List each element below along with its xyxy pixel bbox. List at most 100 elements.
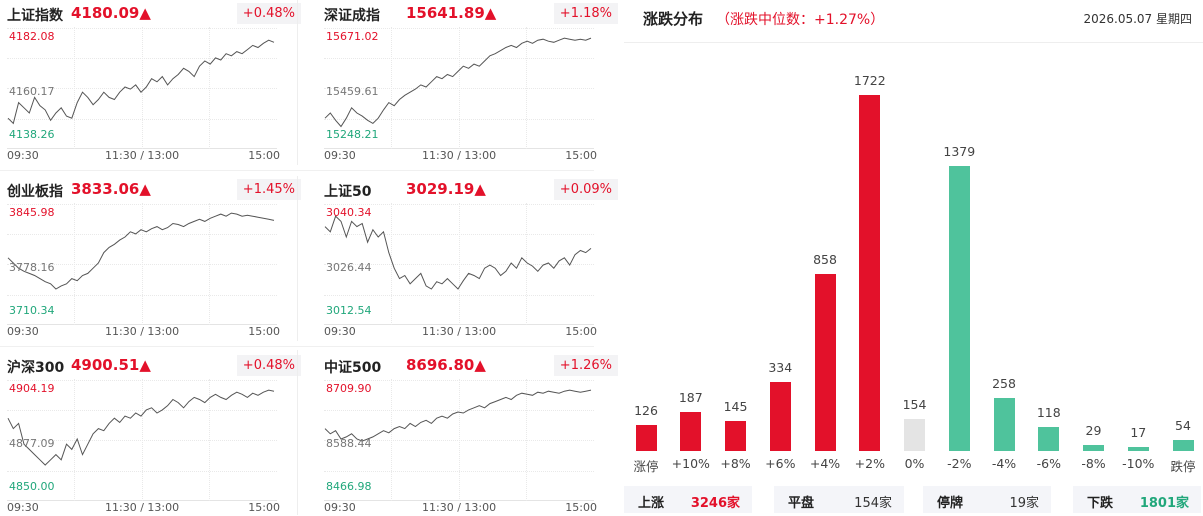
distribution-bar[interactable]: [1127, 447, 1149, 451]
index-price: 15641.89▲: [406, 4, 497, 22]
index-header: 沪深300 4900.51▲ +0.48%: [7, 355, 301, 377]
index-intraday-chart[interactable]: 4182.08 4160.17 4138.26: [7, 27, 277, 149]
bar-category-label: +8%: [720, 456, 751, 471]
axis-low-label: 8466.98: [326, 480, 372, 493]
distribution-bar[interactable]: [1172, 439, 1194, 451]
distribution-bar[interactable]: [859, 95, 881, 451]
index-name[interactable]: 深证成指: [324, 8, 380, 24]
time-axis-label: 11:30 / 13:00: [422, 501, 497, 514]
index-name[interactable]: 上证50: [324, 184, 372, 200]
bar-value-label: 118: [1036, 404, 1061, 420]
index-panel[interactable]: 上证指数 4180.09▲ +0.48% 4182.08 4160.17 4138.26 0…: [7, 0, 301, 170]
distribution-bar[interactable]: [635, 425, 657, 451]
stat-box: 下跌 1801家: [1073, 486, 1201, 513]
index-intraday-chart[interactable]: 8709.90 8588.44 8466.98: [324, 379, 594, 501]
grid-line: [459, 203, 460, 325]
index-header: 中证500 8696.80▲ +1.26%: [324, 355, 618, 377]
index-price: 4180.09▲: [71, 4, 151, 22]
bar-category-label: 0%: [904, 456, 925, 471]
index-intraday-chart[interactable]: 3845.98 3778.16 3710.34: [7, 203, 277, 325]
stat-value: 19家: [1009, 496, 1039, 511]
price-line-chart: [324, 37, 592, 128]
distribution-bar[interactable]: [993, 397, 1015, 451]
stat-box: 上涨 3246家: [624, 486, 752, 513]
price-line: [7, 39, 275, 125]
price-line: [324, 215, 592, 290]
index-name[interactable]: 中证500: [324, 360, 382, 376]
grid-line: [209, 203, 210, 325]
distribution-bar[interactable]: [814, 273, 836, 451]
stat-label: 停牌: [937, 496, 964, 511]
bar-category-label: +4%: [809, 456, 841, 471]
bar-category-label: -8%: [1081, 456, 1106, 471]
axis-mid-label: 4160.17: [9, 85, 55, 98]
grid-line: [209, 379, 210, 501]
index-name[interactable]: 上证指数: [7, 8, 63, 24]
index-panel[interactable]: 上证50 3029.19▲ +0.09% 3040.34 3026.44 3012.54 0…: [324, 176, 618, 346]
index-panel[interactable]: 创业板指 3833.06▲ +1.45% 3845.98 3778.16 3710.34 0…: [7, 176, 301, 346]
distribution-bar[interactable]: [904, 419, 925, 451]
time-axis-label: 15:00: [565, 325, 597, 338]
axis-mid-label: 4877.09: [9, 437, 55, 450]
price-line-chart: [324, 215, 592, 290]
axis-high-label: 3040.34: [326, 206, 372, 219]
bar-category-label: 涨停: [633, 459, 659, 474]
distribution-bar[interactable]: [1038, 426, 1060, 451]
header-divider: [624, 42, 1203, 43]
axis-mid-label: 8588.44: [326, 437, 372, 450]
index-name[interactable]: 创业板指: [7, 184, 63, 200]
index-intraday-chart[interactable]: 15671.02 15459.61 15248.21: [324, 27, 594, 149]
bar-category-label: +2%: [854, 456, 885, 471]
bar-value-label: 258: [992, 375, 1016, 391]
grid-line: [459, 27, 460, 149]
index-panel[interactable]: 深证成指 15641.89▲ +1.18% 15671.02 15459.61 15248…: [324, 0, 618, 170]
stat-box: 平盘 154家: [774, 486, 904, 513]
grid-line: [142, 379, 143, 501]
grid-line: [526, 203, 527, 325]
grid-line: [391, 27, 392, 149]
axis-high-label: 4904.19: [9, 382, 55, 395]
index-price: 3833.06▲: [71, 180, 151, 198]
axis-mid-label: 3026.44: [326, 261, 372, 274]
panel-divider: [297, 350, 298, 515]
index-change-badge: +0.09%: [553, 179, 618, 200]
distribution-bar[interactable]: [948, 165, 970, 451]
index-price: 4900.51▲: [71, 356, 151, 374]
stat-box: 停牌 19家: [923, 486, 1051, 513]
time-axis-label: 09:30: [7, 149, 39, 162]
index-change-badge: +1.45%: [236, 179, 301, 200]
axis-high-label: 4182.08: [9, 30, 55, 43]
distribution-bar[interactable]: [725, 421, 746, 451]
distribution-bar[interactable]: [769, 382, 791, 451]
panel-divider: [0, 170, 594, 171]
bar-value-label: 1722: [853, 73, 886, 88]
time-axis-label: 09:30: [7, 501, 39, 514]
panel-divider: [297, 176, 298, 341]
index-panel[interactable]: 中证500 8696.80▲ +1.26% 8709.90 8588.44 8466.98…: [324, 352, 618, 516]
bar-category-label: -4%: [991, 456, 1017, 471]
grid-line: [74, 203, 75, 325]
time-axis-label: 15:00: [248, 325, 280, 338]
bar-value-label: 29: [1085, 423, 1102, 438]
index-name[interactable]: 沪深300: [7, 360, 65, 376]
grid-line: [391, 203, 392, 325]
axis-high-label: 8709.90: [326, 382, 372, 395]
distribution-date: 2026.05.07 星期四: [1083, 12, 1192, 26]
bar-value-label: 1379: [943, 143, 976, 159]
index-intraday-chart[interactable]: 3040.34 3026.44 3012.54: [324, 203, 594, 325]
distribution-bar[interactable]: [1083, 445, 1104, 451]
price-line: [324, 389, 592, 442]
bar-value-label: 17: [1130, 425, 1147, 440]
index-intraday-chart[interactable]: 4904.19 4877.09 4850.00: [7, 379, 277, 501]
time-axis-label: 09:30: [324, 149, 356, 162]
axis-mid-label: 3778.16: [9, 261, 55, 274]
price-line-chart: [7, 389, 275, 466]
grid-line: [209, 27, 210, 149]
distribution-bar[interactable]: [680, 412, 702, 451]
index-panel[interactable]: 沪深300 4900.51▲ +0.48% 4904.19 4877.09 4850.00…: [7, 352, 301, 516]
price-line-chart: [7, 212, 275, 290]
time-axis-label: 15:00: [248, 149, 280, 162]
panel-divider: [297, 0, 298, 165]
index-change-badge: +1.26%: [553, 355, 618, 376]
